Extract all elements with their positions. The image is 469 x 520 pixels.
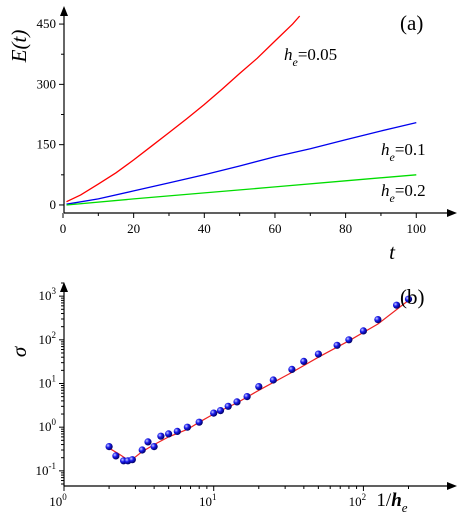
panel-b-y-tick-label: 100 xyxy=(39,417,57,434)
panel-a-series-labels: he=0.05 he=0.1 he=0.2 xyxy=(284,45,426,205)
panel-b-data-point xyxy=(314,350,322,358)
panel-a-series-group xyxy=(66,15,417,206)
panel-b-x-axis-label-text: 1/he xyxy=(376,490,407,515)
panel-b-data-point xyxy=(359,327,367,335)
panel-b-fit-line xyxy=(108,299,409,460)
panel-b-y-axis-arrow xyxy=(60,282,68,292)
panel-b-data-point xyxy=(393,301,401,309)
panel-b-data-point xyxy=(345,336,353,344)
panel-a-x-tick-label: 40 xyxy=(198,221,211,236)
panel-b-x-axis-label: 1/he xyxy=(376,490,407,515)
panel-b-data-point xyxy=(195,418,203,426)
panel-b-data-point xyxy=(105,443,113,451)
panel-a-series-line-1 xyxy=(66,15,301,203)
panel-b-fit-line-group xyxy=(108,299,409,460)
panel-b-data-point xyxy=(165,430,173,438)
panel-b-data-point xyxy=(269,376,277,384)
panel-b-data-point xyxy=(374,316,382,324)
panel-a-series-label-2: he=0.1 xyxy=(381,140,426,164)
panel-b-x-tick-label: 100 xyxy=(49,492,67,509)
panel-b-data-point xyxy=(255,383,263,391)
panel-b-label: (b) xyxy=(400,285,425,309)
panel-b-x-tick-label: 101 xyxy=(199,492,217,509)
panel-a-x-tick-label: 80 xyxy=(339,221,352,236)
panel-a-label: (a) xyxy=(400,11,423,35)
panel-b-scatter-chart: 100 101 102 10-1 100 101 102 103 (b) σ 1/he xyxy=(7,282,457,515)
panel-b-data-point xyxy=(333,341,341,349)
panel-a-y-tick-label: 300 xyxy=(37,76,57,91)
panel-b-data-point xyxy=(173,427,181,435)
panel-b-x-tick-label: 102 xyxy=(349,492,367,509)
panel-a-series-label-1: he=0.05 xyxy=(284,45,337,69)
panel-a-x-tick-label: 60 xyxy=(268,221,281,236)
panel-a-x-tick-label: 20 xyxy=(127,221,140,236)
panel-b-data-point xyxy=(144,438,152,446)
panel-a-series-line-3 xyxy=(66,174,417,206)
panel-b-data-point xyxy=(138,446,146,454)
panel-a-x-tick-label: 100 xyxy=(407,221,427,236)
panel-a-x-axis-label: t xyxy=(389,240,396,264)
panel-a-axes: 0 20 40 60 80 100 0 150 300 450 xyxy=(37,6,457,236)
panel-b-points-group xyxy=(105,295,413,465)
panel-b-data-point xyxy=(233,398,241,406)
panel-a-y-tick-label: 150 xyxy=(37,137,57,152)
panel-a-y-tick-label: 0 xyxy=(50,197,57,212)
panel-b-data-point xyxy=(288,365,296,373)
panel-a-y-axis-arrow xyxy=(60,6,68,16)
panel-b-x-axis-arrow xyxy=(447,482,457,490)
panel-b-y-axis-label: σ xyxy=(7,345,31,357)
panel-b-data-point xyxy=(157,432,165,440)
panel-b-data-point xyxy=(224,402,232,410)
panel-a-y-axis-label: E(t) xyxy=(7,30,31,64)
panel-b-data-point xyxy=(300,357,308,365)
panel-b-y-tick-label: 102 xyxy=(39,330,57,347)
panel-b-data-point xyxy=(243,393,251,401)
panel-a-x-axis-arrow xyxy=(447,209,457,217)
panel-b-data-point xyxy=(183,423,191,431)
panel-a-series-line-2 xyxy=(66,121,417,205)
panel-b-data-point xyxy=(150,443,158,451)
panel-b-data-point xyxy=(112,452,120,460)
panel-b-data-point xyxy=(210,409,218,417)
panel-a-y-tick-label: 450 xyxy=(37,16,57,31)
panel-b-y-tick-label: 103 xyxy=(39,286,57,303)
panel-b-data-point xyxy=(404,295,413,303)
panel-b-y-tick-label: 101 xyxy=(39,374,57,391)
panel-b-axes: 100 101 102 10-1 100 101 102 103 xyxy=(36,282,457,509)
panel-b-data-point xyxy=(216,407,225,415)
panel-a-series-label-3: he=0.2 xyxy=(381,181,426,205)
panel-b-y-tick-label: 10-1 xyxy=(36,461,57,478)
panel-a-x-tick-label: 0 xyxy=(60,221,67,236)
panel-b-data-point xyxy=(128,456,136,464)
